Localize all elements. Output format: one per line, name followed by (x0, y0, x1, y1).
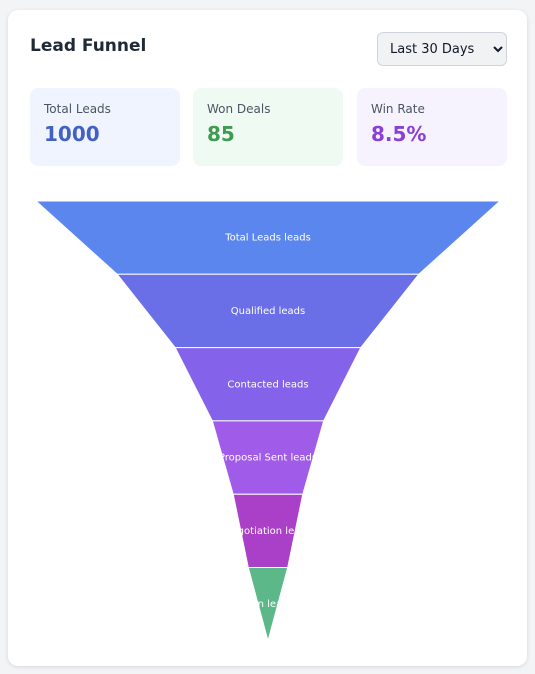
funnel-segment-label: Won leads (242, 599, 294, 610)
stat-win-rate: Win Rate 8.5% (357, 88, 507, 166)
funnel-segment[interactable] (247, 567, 289, 643)
funnel-chart: Total Leads leads Qualified leads Contacte… (34, 200, 502, 643)
stat-label: Win Rate (371, 102, 425, 116)
stat-total-leads: Total Leads 1000 (30, 88, 180, 166)
funnel-segment-label: Proposal Sent leads (219, 453, 317, 464)
card-title: Lead Funnel (30, 36, 147, 56)
funnel-segment-label: Contacted leads (227, 379, 308, 390)
stat-value: 85 (207, 122, 235, 146)
date-range-select[interactable]: Last 30 Days (377, 32, 507, 66)
lead-funnel-card: Lead Funnel Last 30 Days Total Leads 100… (8, 10, 527, 666)
stat-value: 8.5% (371, 122, 427, 146)
funnel-segment-label: Negotiation leads (224, 526, 312, 537)
stat-label: Won Deals (207, 102, 271, 116)
funnel-segment-label: Total Leads leads (224, 233, 311, 244)
stat-value: 1000 (44, 122, 100, 146)
funnel-segment-label: Qualified leads (231, 306, 306, 317)
stat-won-deals: Won Deals 85 (193, 88, 343, 166)
stat-label: Total Leads (44, 102, 111, 116)
